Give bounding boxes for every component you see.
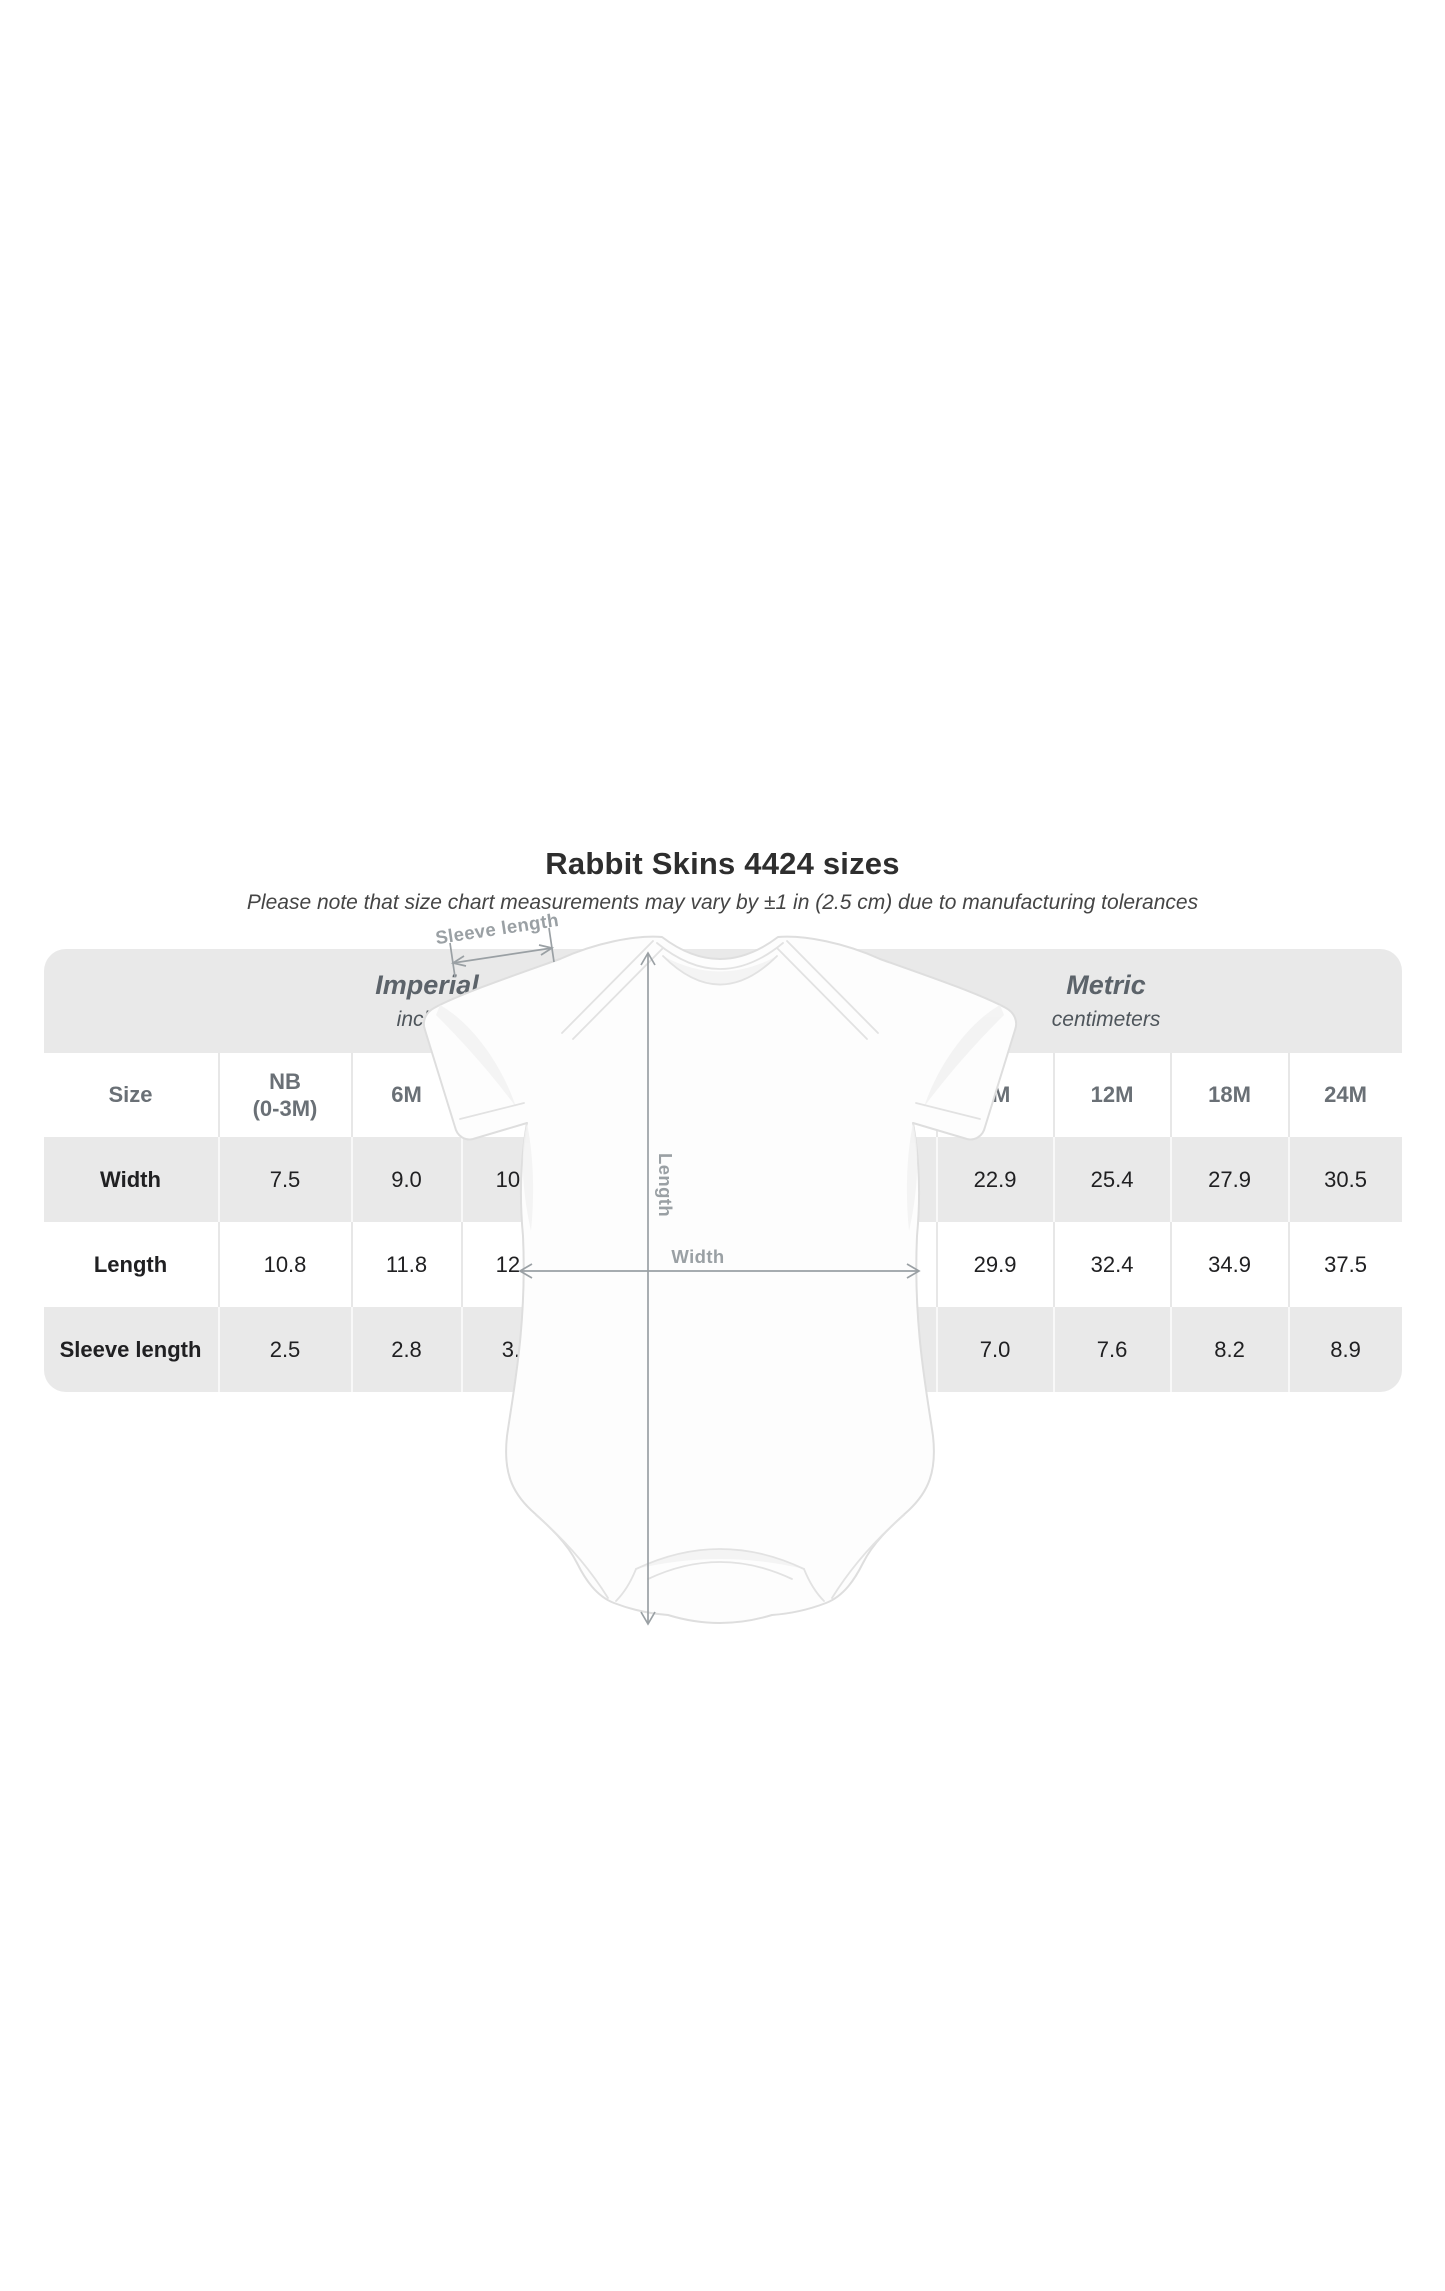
- value-cell: 22.9: [935, 1137, 1054, 1222]
- value-cell: 2.5: [217, 1307, 352, 1392]
- page-subtitle: Please note that size chart measurements…: [246, 891, 1199, 914]
- value-cell: 25.4: [1052, 1137, 1171, 1222]
- value-cell: 29.9: [935, 1222, 1054, 1307]
- value-cell: 34.9: [1169, 1222, 1289, 1307]
- bodysuit-figure: Sleeve length Length Width: [422, 909, 1018, 1626]
- value-cell: 8.2: [1169, 1307, 1289, 1392]
- row-label-width: Width: [43, 1137, 219, 1222]
- row-label-length: Length: [43, 1222, 219, 1307]
- product-figure: Sleeve length Length Width: [410, 901, 1030, 1646]
- value-cell: 9.0: [350, 1137, 462, 1222]
- value-cell: 11.8: [350, 1222, 462, 1307]
- col-header-18m-metric: 18M: [1169, 1053, 1289, 1137]
- value-cell: 8.9: [1287, 1307, 1402, 1392]
- page-title: Rabbit Skins 4424 sizes: [545, 846, 900, 881]
- value-cell: 7.0: [935, 1307, 1054, 1392]
- metric-sublabel: centimeters: [1051, 1008, 1161, 1031]
- col-header-12m-metric: 12M: [1052, 1053, 1171, 1137]
- value-cell: 7.5: [217, 1137, 352, 1222]
- size-corner-header: Size: [43, 1053, 219, 1137]
- width-label: Width: [671, 1246, 724, 1267]
- value-cell: 7.6: [1052, 1307, 1171, 1392]
- sleeve-length-arrow: [449, 927, 555, 978]
- metric-label: Metric: [1066, 970, 1146, 1000]
- garment-outline: [422, 935, 1018, 1624]
- row-label-sleeve-length: Sleeve length: [43, 1307, 219, 1392]
- col-header-nb-imperial: NB (0-3M): [217, 1053, 352, 1137]
- value-cell: 30.5: [1287, 1137, 1402, 1222]
- col-header-24m-metric: 24M: [1287, 1053, 1402, 1137]
- value-cell: 32.4: [1052, 1222, 1171, 1307]
- sleeve-length-label: Sleeve length: [434, 909, 560, 948]
- width-arrow: [518, 1263, 921, 1279]
- value-cell: 10.8: [217, 1222, 352, 1307]
- value-cell: 27.9: [1169, 1137, 1289, 1222]
- length-label: Length: [655, 1153, 676, 1217]
- value-cell: 37.5: [1287, 1222, 1402, 1307]
- value-cell: 2.8: [350, 1307, 462, 1392]
